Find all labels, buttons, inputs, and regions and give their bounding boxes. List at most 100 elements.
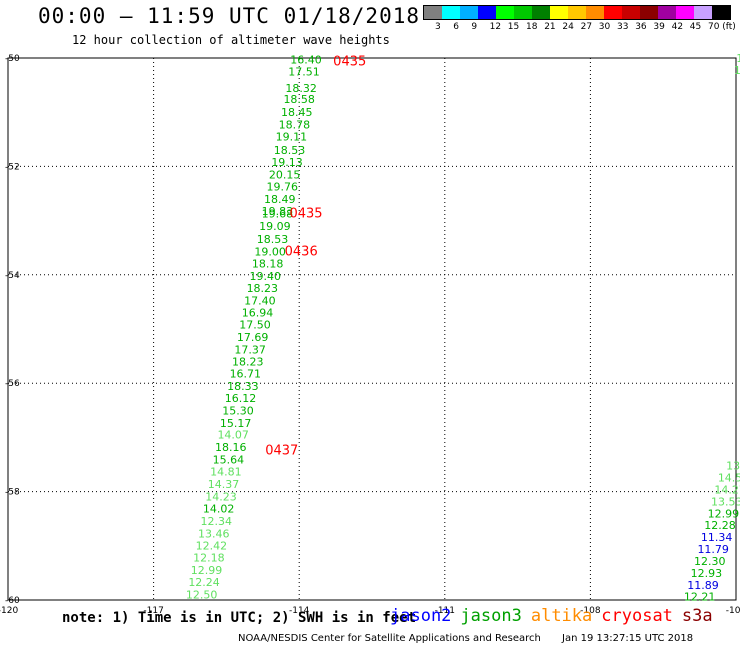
lat-tick-label: -56 [5,379,20,389]
color-scale-label: 70 [708,22,720,32]
color-scale-label: 12 [489,22,502,32]
time-label: 0437 [265,443,298,458]
wave-height-value: 14.81 [210,466,242,479]
lon-tick-label: -120 [0,606,18,616]
wave-height-value: 20.15 [269,169,301,182]
lon-tick-label: -114 [289,606,310,616]
wave-height-value: 19.68 [262,208,294,221]
wave-height-value: 19.83 [262,205,294,218]
color-scale-label: 21 [544,22,556,32]
footer-credit: NOAA/NESDIS Center for Satellite Applica… [238,633,541,644]
color-scale-label: 6 [453,22,459,32]
color-swatch [460,6,478,19]
wave-height-value: 18.78 [279,119,311,132]
wave-height-value: 19.76 [266,180,298,193]
color-swatch [586,6,604,19]
color-swatch [532,6,550,19]
wave-height-value: 12.30 [694,555,726,568]
chart-subtitle: 12 hour collection of altimeter wave hei… [72,33,390,47]
wave-height-value: 19.00 [254,245,286,258]
wave-height-value: 13.53 [711,495,740,508]
wave-height-value: 14.07 [217,429,249,442]
color-scale-label: 33 [617,22,629,32]
wave-height-value: 19.11 [276,131,308,144]
wave-height-value: 12.34 [200,515,232,528]
color-scale-label: 30 [598,22,611,32]
wave-height-value: 12.21 [684,591,716,604]
color-scale-label: 18 [526,22,538,32]
wave-height-value: 18.32 [285,82,317,95]
time-label: 0436 [285,244,318,259]
wave-height-value: 13.8 [726,460,740,473]
color-scale-legend: 3 6 9 12 15 18 21 24 27 30 33 36 39 42 45 70 (ft) [423,5,736,34]
wave-height-value: 14.53 [718,472,740,485]
wave-height-value: 16.94 [242,307,274,320]
wave-height-value: 19.09 [259,220,291,233]
map-frame [7,57,737,601]
wave-height-value: 18.16 [215,441,247,454]
lon-tick-label: -111 [435,606,455,616]
satellite-legend-s3a: s3a [681,606,713,626]
wave-height-value: 14.27 [714,483,740,496]
lon-tick-label: -108 [580,606,601,616]
color-swatch [640,6,658,19]
color-scale-labels: 3 6 9 12 15 18 21 24 27 30 33 36 39 42 45 70 (ft) [423,20,736,34]
wave-height-value: 11.89 [687,579,719,592]
wave-height-value: 18.45 [281,106,313,119]
wave-height-value: 11.79 [697,543,729,556]
wave-height-value: 12.99 [708,507,740,520]
wave-height-value: 17.51 [288,66,320,79]
wave-height-value: 18.18 [252,257,284,270]
color-swatch [442,6,460,19]
wave-height-value: 17.50 [239,319,271,332]
lat-tick-label: -58 [5,488,20,498]
lon-tick-label: -105 [726,606,740,616]
wave-height-value: 12.93 [691,567,723,580]
wave-height-value: 19.40 [249,270,281,283]
wave-height-value: 16.40 [290,54,322,67]
satellite-legend-jason2: jason2 [390,606,452,626]
wave-height-value: 14 [734,64,740,77]
satellite-legend-jason3: jason3 [460,606,522,626]
color-swatch [550,6,568,19]
satellite-legend-altika: altika [530,606,593,626]
color-swatch [568,6,586,19]
satellite-legend: jason2 jason3 altika cryosat s3a [390,606,722,626]
wave-height-value: 18.53 [257,233,289,246]
time-label: 0435 [289,206,322,221]
color-swatch [622,6,640,19]
lat-tick-label: -54 [5,271,20,281]
wave-height-value: 15.17 [220,417,252,430]
wave-height-value: 15.64 [213,454,245,467]
color-scale-label: 36 [635,22,647,32]
units-note: note: 1) Time is in UTC; 2) SWH is in fe… [62,610,417,626]
color-scale-label: 24 [562,22,574,32]
wave-height-value: 14.23 [205,490,237,503]
wave-height-value: 17.69 [237,331,269,344]
wave-height-value: 12.99 [191,564,223,577]
wave-height-value: 11.34 [701,531,733,544]
chart-title: 00:00 – 11:59 UTC 01/18/2018 [38,4,421,28]
color-swatch [676,6,694,19]
color-scale-label: 27 [580,22,593,32]
wave-height-value: 12.18 [193,552,225,565]
wave-height-value: 18.53 [274,144,306,157]
satellite-legend-cryosat: cryosat [601,606,673,626]
wave-height-value: 18.33 [227,380,259,393]
wave-height-value: 12.42 [196,539,228,552]
time-label: 0435 [333,55,366,70]
wave-height-value: 17.37 [234,344,266,357]
color-scale-label: 9 [471,22,478,32]
wave-height-value: 14.37 [208,478,240,491]
wave-height-value: 16.71 [230,367,262,380]
lat-tick-label: -50 [5,54,20,64]
color-swatch [604,6,622,19]
color-swatch [424,6,442,19]
color-scale-label: 3 [435,22,441,32]
color-scale-label: 42 [671,22,684,32]
wave-height-value: 12.24 [188,576,220,589]
color-swatch [694,6,712,19]
lon-tick-label: -117 [143,606,163,616]
wave-height-value: 13.46 [198,527,230,540]
